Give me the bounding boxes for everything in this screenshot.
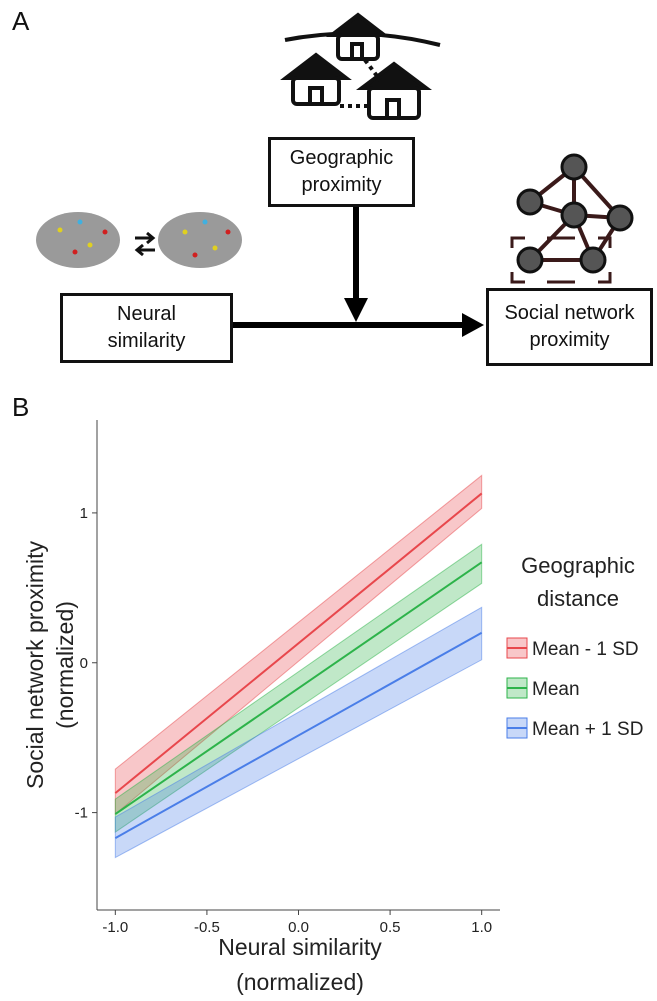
diagram-node: Social network proximity (486, 288, 653, 366)
x-axis-label: (normalized) (236, 969, 364, 995)
x-tick-label: 1.0 (471, 919, 492, 936)
legend-label: Mean + 1 SD (532, 719, 643, 740)
legend-title: Geographic (521, 553, 635, 578)
y-tick-label: -1 (75, 805, 88, 822)
x-tick-label: -1.0 (102, 919, 128, 936)
brains (36, 212, 242, 268)
arrows (232, 205, 484, 337)
x-axis-label: Neural similarity (218, 934, 382, 960)
x-tick-label: 0.5 (380, 919, 401, 936)
page: -101-1.0-0.50.00.51.0Neural similarity(n… (0, 0, 657, 1001)
diagram-node: Geographic proximity (268, 137, 415, 207)
y-axis-label: (normalized) (52, 601, 78, 729)
huts (286, 15, 426, 118)
legend-label: Mean - 1 SD (532, 639, 639, 660)
legend-label: Mean (532, 679, 580, 700)
y-tick-label: 0 (80, 655, 88, 672)
panel-label: B (12, 392, 29, 423)
panel-label: A (12, 6, 29, 37)
legend-title: distance (537, 586, 619, 611)
y-tick-label: 1 (80, 505, 88, 522)
network (512, 155, 632, 282)
x-tick-label: -0.5 (194, 919, 220, 936)
diagram-node: Neural similarity (60, 293, 233, 363)
y-axis-label: Social network proximity (22, 541, 48, 789)
